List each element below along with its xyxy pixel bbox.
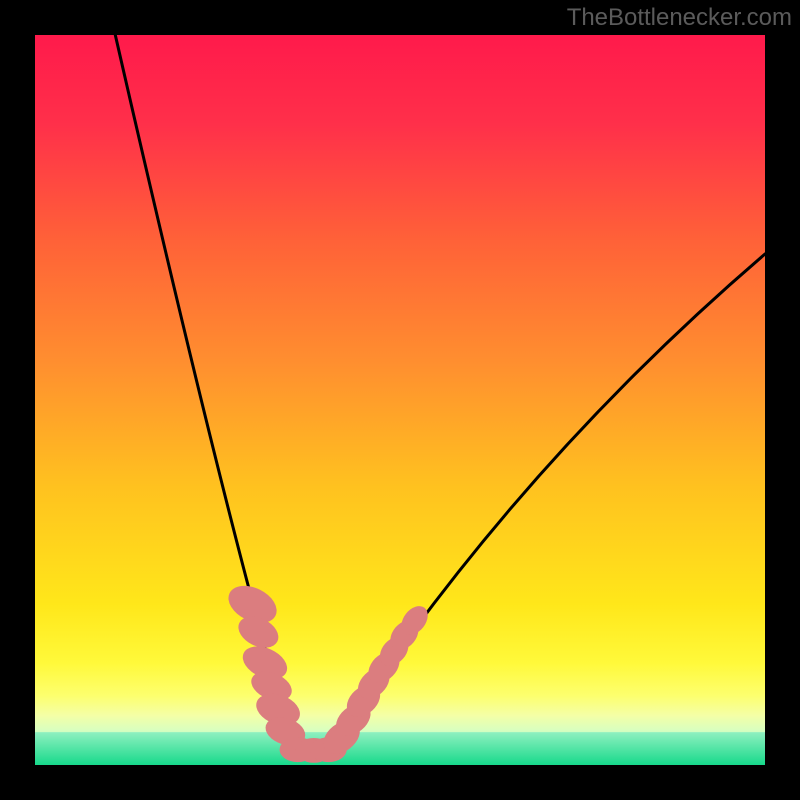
chart-green-band: [35, 732, 765, 765]
chart-svg: [0, 0, 800, 800]
chart-frame: TheBottlenecker.com: [0, 0, 800, 800]
